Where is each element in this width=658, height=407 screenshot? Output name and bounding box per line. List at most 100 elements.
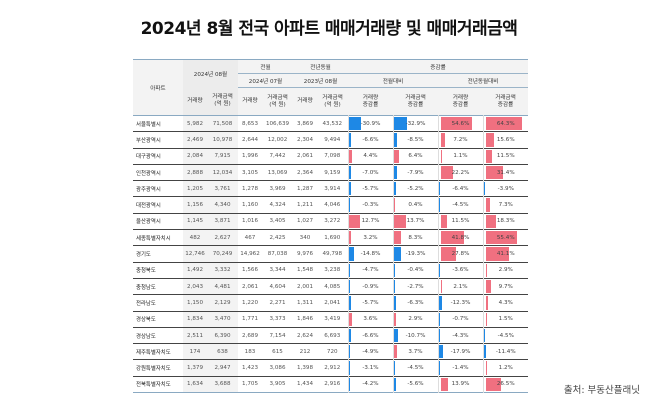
negative-data-bar xyxy=(439,312,441,326)
negative-data-bar xyxy=(394,296,397,310)
positive-data-bar xyxy=(394,214,406,229)
positive-data-bar xyxy=(349,214,360,229)
change-value: 55.4% xyxy=(496,234,515,241)
mom-volume-change-cell: -14.8% xyxy=(347,245,394,263)
mom-amount-change-cell: 2.9% xyxy=(392,311,439,328)
positive-data-bar xyxy=(485,361,488,375)
yoy-volume-change-cell: 13.9% xyxy=(437,376,484,393)
pm-volume-cell: 1,160 xyxy=(241,202,258,209)
positive-data-bar xyxy=(485,165,504,180)
mom-volume-change-cell: -5.7% xyxy=(347,294,394,312)
region-cell: 충청북도 xyxy=(136,268,156,275)
py-amount-cell: 2,916 xyxy=(324,381,341,388)
mom-volume-change-cell: -30.9% xyxy=(347,115,394,132)
change-value: -14.8% xyxy=(360,251,381,258)
negative-data-bar xyxy=(394,279,396,294)
positive-data-bar xyxy=(485,377,501,392)
change-value: -7.0% xyxy=(362,169,379,176)
change-value: -10.7% xyxy=(405,332,426,339)
volume-cell: 2,469 xyxy=(183,131,207,149)
positive-data-bar xyxy=(485,198,490,212)
change-value: 6.4% xyxy=(408,153,423,160)
positive-data-bar xyxy=(440,149,443,163)
amount-cell: 71,508 xyxy=(207,115,238,132)
change-value: 13.7% xyxy=(406,218,425,225)
positive-data-bar xyxy=(485,117,523,131)
change-value: -11.4% xyxy=(495,348,516,355)
positive-data-bar xyxy=(394,198,396,212)
yoy-volume-change-cell: -12.3% xyxy=(437,294,484,312)
py-amount-cell: 9,494 xyxy=(324,136,341,143)
negative-data-bar xyxy=(394,165,397,180)
amount-cell: 3,470 xyxy=(207,311,238,328)
py-amount-cell: 2,912 xyxy=(324,365,341,372)
page-title: 2024년 8월 전국 아파트 매매거래량 및 매매거래금액 xyxy=(140,19,518,39)
negative-data-bar xyxy=(394,328,398,343)
region-cell: 경기도 xyxy=(136,252,151,259)
pm-volume-cell: 2,644 xyxy=(241,136,258,143)
pm-amount-header: 거래금액 (억 원) xyxy=(262,87,294,116)
py-amount-header: 거래금액 (억 원) xyxy=(317,87,349,116)
yoy-amount-change-header: 거래금액 증감률 xyxy=(483,87,529,116)
pm-amount-cell: 4,604 xyxy=(269,283,286,290)
mom-volume-change-header: 거래량 증감률 xyxy=(348,87,394,116)
yoy-volume-change-cell: 27.8% xyxy=(437,245,484,263)
pm-amount-cell: 87,038 xyxy=(267,251,288,258)
negative-data-bar xyxy=(484,328,486,343)
amount-cell: 10,978 xyxy=(207,131,238,149)
py-volume-cell: 2,001 xyxy=(297,283,314,290)
mom-amount-change-cell: 0.4% xyxy=(392,196,439,214)
change-value: -7.9% xyxy=(407,169,424,176)
change-value: 54.6% xyxy=(451,120,470,127)
yoy-amount-change-cell: 4.3% xyxy=(482,294,529,312)
py-volume-cell: 1,027 xyxy=(297,218,314,225)
negative-data-bar xyxy=(439,328,441,343)
py-volume-cell: 1,311 xyxy=(297,299,314,306)
yoy-volume-change-cell: 11.5% xyxy=(437,213,484,230)
positive-data-bar xyxy=(440,247,457,261)
pm-volume-cell: 1,278 xyxy=(241,185,258,192)
positive-data-bar xyxy=(485,312,488,326)
pm-amount-cell: 2,271 xyxy=(269,299,286,306)
change-value: 13.9% xyxy=(451,381,470,388)
pm-amount-cell: 3,086 xyxy=(269,365,286,372)
change-value: 41.1% xyxy=(496,251,515,258)
change-value: 2.9% xyxy=(408,316,423,323)
region-cell: 울산광역시 xyxy=(136,219,161,226)
mom-amount-change-cell: -32.9% xyxy=(392,115,439,132)
mom-amount-change-cell: 8.3% xyxy=(392,229,439,246)
yoy-volume-change-header: 거래량 증감률 xyxy=(438,87,484,116)
mom-amount-change-cell: -5.6% xyxy=(392,376,439,393)
volume-cell: 1,634 xyxy=(183,376,207,393)
positive-data-bar xyxy=(485,247,509,261)
negative-data-bar xyxy=(394,247,402,261)
table-row: 충청북도 1,492 3,332 1,566 3,344 1,548 3,238 -4.7% -… xyxy=(133,262,529,279)
prev-month-group-header: 전월 xyxy=(238,59,294,74)
volume-cell: 2,084 xyxy=(183,148,207,165)
change-value: -5.2% xyxy=(407,185,424,192)
region-cell: 강원특별자치도 xyxy=(136,366,171,373)
yoy-volume-change-cell: 41.8% xyxy=(437,229,484,246)
pm-amount-cell: 3,405 xyxy=(269,218,286,225)
yoy-volume-change-cell: -1.4% xyxy=(437,359,484,377)
change-value: 12.7% xyxy=(361,218,380,225)
pm-amount-cell: 2,425 xyxy=(269,234,286,241)
source-caption: 출처: 부동산플래닛 xyxy=(563,385,640,396)
amount-cell: 6,390 xyxy=(207,327,238,344)
pm-volume-cell: 1,705 xyxy=(241,381,258,388)
change-value: -4.7% xyxy=(362,267,379,274)
py-volume-cell: 2,061 xyxy=(297,153,314,160)
change-value: 3.7% xyxy=(408,348,423,355)
volume-header: 거래량 xyxy=(183,87,207,116)
change-value: 4.4% xyxy=(363,153,378,160)
negative-data-bar xyxy=(349,361,351,375)
yoy-amount-change-cell: 11.5% xyxy=(482,148,529,165)
negative-data-bar xyxy=(349,279,351,294)
yoy-amount-change-cell: 7.3% xyxy=(482,196,529,214)
pm-volume-cell: 1,423 xyxy=(241,365,258,372)
pm-volume-cell: 1,016 xyxy=(241,218,258,225)
mom-volume-change-cell: 3.2% xyxy=(347,229,394,246)
pm-amount-cell: 3,373 xyxy=(269,316,286,323)
negative-data-bar xyxy=(349,263,351,277)
negative-data-bar xyxy=(349,328,352,343)
